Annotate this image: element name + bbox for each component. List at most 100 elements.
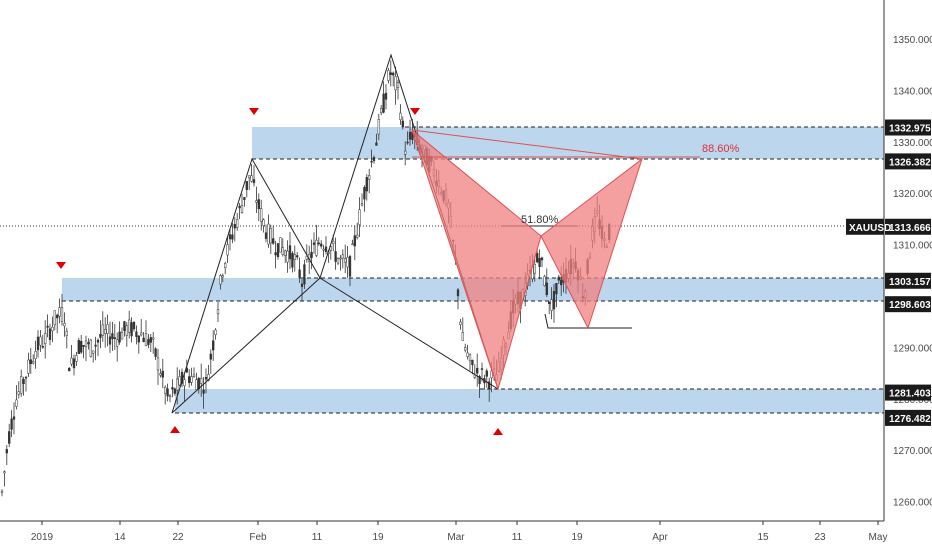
y-tick-label: 1310.000 <box>893 241 932 252</box>
candle-body <box>396 82 400 89</box>
candle-body <box>365 177 368 192</box>
down-marker-3 <box>410 108 420 115</box>
x-tick-label: Apr <box>652 532 668 543</box>
candle-body <box>399 112 402 120</box>
candle-body <box>147 339 150 345</box>
x-tick-label: 23 <box>814 532 826 543</box>
zone-lower <box>175 389 884 413</box>
candle-body <box>22 379 25 385</box>
candle-body <box>34 350 37 359</box>
time-axis[interactable]: 2019 14 22 Feb 11 19 Mar 11 19 Apr 15 23 May <box>31 521 888 543</box>
candle-body <box>80 340 83 353</box>
price-level-label: 1303.157 <box>885 272 931 289</box>
candle-body <box>533 263 536 274</box>
y-tick-label: 1270.000 <box>893 446 932 457</box>
pattern-triangle-xab <box>410 128 542 391</box>
candle-body <box>356 234 359 238</box>
candle-body <box>276 243 280 257</box>
candle-body <box>144 333 148 347</box>
candle-body <box>224 263 227 268</box>
candle-body <box>255 200 258 203</box>
candle-body <box>545 282 548 295</box>
candle-body <box>548 301 551 304</box>
candle-body <box>168 395 172 398</box>
y-tick-label: 1320.000 <box>893 189 932 200</box>
x-tick-label: 11 <box>512 532 523 543</box>
candle-body <box>252 179 256 184</box>
x-tick-label: 14 <box>114 532 126 543</box>
pattern-xd-line <box>411 129 643 160</box>
candle-body <box>540 257 544 261</box>
candle-body <box>281 247 284 255</box>
candle-body <box>408 131 412 140</box>
candle-body <box>284 250 287 256</box>
candle-body <box>104 329 107 334</box>
candle-body <box>116 339 119 347</box>
candle-body <box>152 337 155 340</box>
candle-body <box>39 336 42 346</box>
candle-body <box>245 181 248 190</box>
candle-body <box>370 160 373 163</box>
candle-body <box>132 322 136 330</box>
candle-body <box>315 239 318 256</box>
candle-body <box>293 254 296 260</box>
candle-body <box>305 255 308 260</box>
candle-body <box>36 336 40 351</box>
candle-body <box>358 209 361 225</box>
candle-body <box>384 92 388 100</box>
candle-body <box>291 252 294 268</box>
candle-body <box>183 379 186 387</box>
pattern-left-base2 <box>319 277 499 390</box>
candle-body <box>178 376 181 386</box>
down-marker-1 <box>56 262 66 269</box>
candle-body <box>267 223 270 245</box>
candle-body <box>27 359 30 374</box>
candle-body <box>264 232 268 239</box>
candle-body <box>363 187 366 200</box>
candle-body <box>480 368 484 370</box>
svg-text:1281.403: 1281.403 <box>889 389 931 400</box>
candle-body <box>63 323 66 327</box>
candle-body <box>58 307 61 317</box>
candle-body <box>118 331 121 343</box>
candle-body <box>538 258 541 267</box>
candle-body <box>140 332 143 336</box>
candle-body <box>471 359 474 366</box>
candle-body <box>192 374 196 377</box>
candle-body <box>485 370 488 377</box>
candle-body <box>387 70 390 81</box>
candle-body <box>195 379 198 390</box>
candle-body <box>339 257 342 260</box>
candle-body <box>231 234 234 240</box>
price-level-label: 1298.603 <box>885 296 931 313</box>
candle-body <box>82 345 85 347</box>
candle-body <box>120 332 124 340</box>
candle-body <box>202 389 205 394</box>
candle-body <box>248 175 251 179</box>
candle-body <box>15 399 18 407</box>
candle-body <box>171 387 174 390</box>
candle-body <box>29 359 32 365</box>
candle-body <box>84 340 88 348</box>
price-level-label: 1281.403 <box>885 384 931 401</box>
candle-body <box>44 333 47 344</box>
svg-text:1276.482: 1276.482 <box>889 414 931 425</box>
price-labels: 1332.975 1326.382 1303.157 1298.603 1281.403… <box>846 119 931 426</box>
candle-body <box>123 321 126 331</box>
candle-body <box>77 340 80 355</box>
zone-upper <box>252 127 884 159</box>
candle-body <box>456 289 460 297</box>
candle-body <box>96 339 100 343</box>
candle-body <box>286 250 289 263</box>
candle-body <box>312 242 316 245</box>
x-tick-label: 15 <box>757 532 769 543</box>
candle-body <box>46 325 49 328</box>
candle-body <box>372 157 376 162</box>
candle-body <box>557 276 560 281</box>
candle-body <box>99 334 102 338</box>
pattern-triangle-bcd <box>540 157 643 330</box>
candle-body <box>176 378 179 391</box>
candle-body <box>543 276 546 286</box>
candle-body <box>209 353 212 360</box>
